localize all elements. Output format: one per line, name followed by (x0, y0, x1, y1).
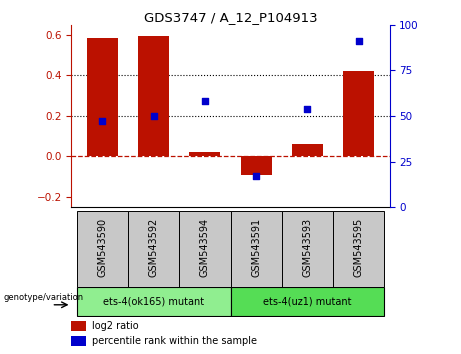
Bar (77, 211, 128, 287)
Bar (333, 211, 384, 287)
Text: ets-4(uz1) mutant: ets-4(uz1) mutant (263, 297, 352, 307)
Bar (343, 72, 374, 156)
Point (201, 98, 208, 104)
Text: GSM543595: GSM543595 (354, 218, 364, 277)
Text: percentile rank within the sample: percentile rank within the sample (92, 336, 257, 346)
Bar (179, 211, 230, 287)
Text: GSM543594: GSM543594 (200, 218, 210, 277)
Text: GSM543592: GSM543592 (148, 218, 159, 277)
Point (304, 106, 311, 112)
Point (253, 173, 260, 179)
Bar (230, 211, 282, 287)
Point (355, 38, 362, 44)
Text: GSM543590: GSM543590 (97, 218, 107, 277)
Text: log2 ratio: log2 ratio (92, 321, 139, 331)
Bar (230, 287, 384, 316)
Text: GSM543593: GSM543593 (302, 218, 313, 277)
Bar (128, 211, 179, 287)
Bar (282, 211, 333, 287)
Bar (87, 38, 118, 156)
Bar (77, 287, 230, 316)
Text: ets-4(ok165) mutant: ets-4(ok165) mutant (103, 297, 204, 307)
Bar (138, 36, 169, 156)
Text: GSM543591: GSM543591 (251, 218, 261, 277)
Bar (241, 156, 272, 175)
Title: GDS3747 / A_12_P104913: GDS3747 / A_12_P104913 (144, 11, 317, 24)
Point (150, 113, 157, 119)
Point (99, 119, 106, 124)
Text: genotype/variation: genotype/variation (4, 293, 84, 302)
Bar (292, 144, 323, 156)
Bar (189, 152, 220, 156)
Bar (71, 336, 86, 346)
Bar (71, 321, 86, 331)
